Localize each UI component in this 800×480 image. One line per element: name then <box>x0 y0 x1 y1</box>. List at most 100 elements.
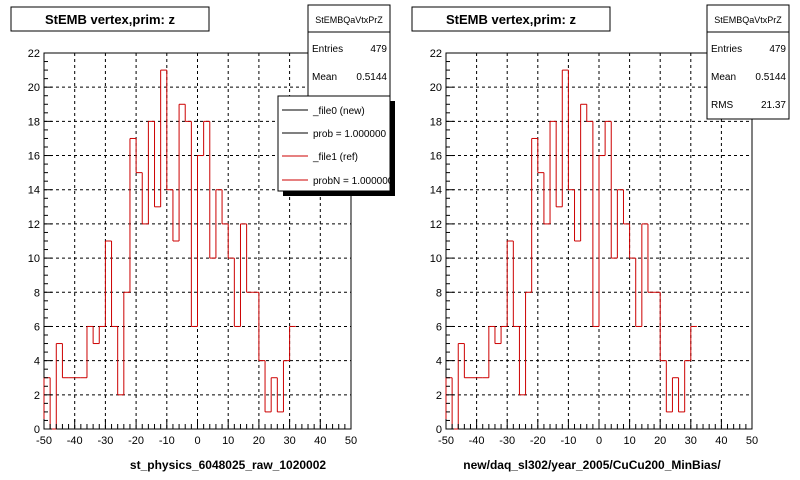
histogram-bin <box>690 325 697 361</box>
histogram-bin <box>209 121 216 259</box>
legend-entry-prob: prob = 1.000000 <box>282 129 387 140</box>
legend-label-prob: prob = 1.000000 <box>313 129 387 140</box>
legend-label-ref: _file1 (ref) <box>312 152 358 163</box>
histogram-bin <box>647 223 655 293</box>
y-tick-label: 16 <box>28 151 40 163</box>
histogram-bin <box>494 326 502 345</box>
histogram-bin <box>537 138 544 174</box>
left-pad: 0 2 4 6 8 10 12 14 16 18 20 22 -50 -40 -30 -20 -10 0 10 20… <box>10 4 395 472</box>
histogram-bin <box>629 223 636 259</box>
histogram-bin <box>561 69 569 207</box>
x-tick-label: 50 <box>345 435 357 447</box>
right-x-label: new/daq_sl302/year_2005/CuCu200_MinBias/ <box>463 458 721 472</box>
histogram-bin <box>671 377 679 412</box>
histogram-bin <box>215 189 223 259</box>
x-tick-label: 20 <box>253 435 265 447</box>
histogram-bin <box>659 292 667 362</box>
right-stats-name: StEMBQaVtxPrZ <box>714 15 782 25</box>
x-tick-label: -40 <box>469 435 485 447</box>
y-tick-label: 10 <box>430 253 442 265</box>
y-tick-label: 14 <box>430 185 442 197</box>
histogram-bin <box>598 155 606 327</box>
histogram-bin <box>190 121 198 327</box>
histogram-bin <box>258 292 266 362</box>
x-tick-label: -40 <box>67 435 83 447</box>
histogram-bin <box>555 121 563 208</box>
right-title-box: StEMB vertex,prim: z <box>411 6 611 32</box>
left-stats-name: StEMBQaVtxPrZ <box>315 15 383 25</box>
y-tick-label: 2 <box>34 390 40 402</box>
histogram-bin <box>622 189 630 225</box>
legend-entry-ref: _file1 (ref) <box>282 152 358 163</box>
histogram-bin <box>239 223 247 327</box>
x-tick-label: -30 <box>499 435 515 447</box>
right-histogram <box>445 69 697 430</box>
histogram-bin <box>233 258 241 327</box>
histogram-bin <box>684 360 691 412</box>
histogram-bin <box>154 121 161 208</box>
y-tick-label: 12 <box>430 219 442 231</box>
histogram-bin <box>178 103 186 241</box>
histogram-bin <box>117 326 124 396</box>
histogram-bin <box>543 172 551 225</box>
histogram-bin <box>270 377 278 412</box>
histogram-bin <box>104 240 112 327</box>
histogram-bin <box>276 377 284 413</box>
right-x-axis: -50 -40 -30 -20 -10 0 10 20 30 40 50 <box>438 419 758 447</box>
histogram-bin <box>264 360 272 413</box>
y-tick-label: 10 <box>28 253 40 265</box>
histogram-bin <box>141 172 149 225</box>
y-tick-label: 4 <box>34 356 40 368</box>
histogram-bin <box>135 138 143 174</box>
y-tick-label: 6 <box>436 321 442 333</box>
histogram-bin <box>160 69 167 207</box>
legend-entry-probn: probN = 1.000000 <box>282 176 394 187</box>
left-x-label: st_physics_6048025_raw_1020002 <box>130 458 326 472</box>
y-tick-label: 16 <box>430 151 442 163</box>
right-stats-mean-label: Mean <box>711 72 736 83</box>
histogram-bin <box>221 189 229 225</box>
y-tick-label: 22 <box>430 48 442 60</box>
histogram-bin <box>549 120 557 224</box>
right-stats-mean-value: 0.5144 <box>755 72 786 83</box>
y-tick-label: 18 <box>28 116 40 128</box>
right-stats-box: StEMBQaVtxPrZ Entries 479 Mean 0.5144 RM… <box>706 4 790 120</box>
y-tick-label: 18 <box>430 116 442 128</box>
right-stats-entries-value: 479 <box>769 44 786 55</box>
y-tick-label: 8 <box>436 287 442 299</box>
left-stats-entries-label: Entries <box>312 44 343 55</box>
x-tick-label: -20 <box>530 435 546 447</box>
x-tick-label: 10 <box>623 435 635 447</box>
histogram-bin <box>512 241 520 327</box>
histogram-bin <box>457 343 465 429</box>
x-tick-label: 0 <box>194 435 200 447</box>
right-grid <box>446 53 752 429</box>
histogram-bin <box>610 121 618 259</box>
x-tick-label: -10 <box>159 435 175 447</box>
histogram-bin <box>147 120 155 224</box>
y-tick-label: 6 <box>34 321 40 333</box>
histogram-bin <box>282 360 290 412</box>
left-title: StEMB vertex,prim: z <box>45 12 176 27</box>
y-tick-label: 2 <box>436 390 442 402</box>
x-tick-label: 30 <box>283 435 295 447</box>
histogram-bin <box>289 325 296 361</box>
x-tick-label: 10 <box>222 435 234 447</box>
histogram-bin <box>567 70 575 191</box>
histogram-bin <box>488 325 495 378</box>
y-tick-label: 8 <box>34 287 40 299</box>
histogram-bin <box>92 326 100 345</box>
histogram-bin <box>635 258 642 327</box>
x-tick-label: -10 <box>560 435 576 447</box>
histogram-bin <box>61 343 69 379</box>
y-tick-label: 0 <box>436 424 442 436</box>
histogram-bin <box>604 120 612 156</box>
histogram-bin <box>616 189 624 259</box>
histogram-bin <box>111 241 118 327</box>
histogram-bin <box>98 325 106 344</box>
x-tick-label: 30 <box>685 435 697 447</box>
left-legend: _file0 (new) prob = 1.000000 _file1 (ref… <box>277 95 395 196</box>
y-tick-label: 20 <box>28 82 40 94</box>
histogram-bin <box>641 223 648 327</box>
